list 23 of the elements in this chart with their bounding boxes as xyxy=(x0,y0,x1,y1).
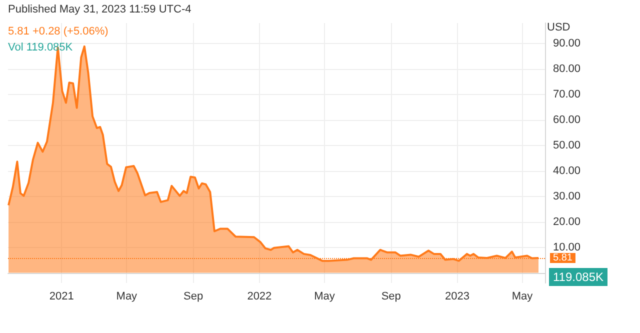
x-tick-label: May xyxy=(116,290,138,302)
y-tick-label: 70.00 xyxy=(553,88,581,100)
annotation: 5.81 +0.28 (+5.06%) xyxy=(8,26,108,38)
x-tick-label: 2023 xyxy=(444,290,470,302)
x-tick-label: 2021 xyxy=(49,290,74,302)
text: Published May 31, 2023 11:59 UTC-4 xyxy=(8,4,192,16)
y-tick-label: 10.00 xyxy=(553,241,581,254)
y-tick-label: 20.00 xyxy=(553,216,581,228)
x-tick-label: May xyxy=(314,290,336,302)
x-tick-label: May xyxy=(512,290,534,302)
x-tick-label: Sep xyxy=(381,290,401,302)
text: 119.085K xyxy=(553,270,604,284)
y-axis-title: USD xyxy=(547,22,570,34)
y-tick-label: 80.00 xyxy=(553,62,581,75)
y-tick-label: 50.00 xyxy=(553,139,581,152)
ref-line-label: 5.81 xyxy=(553,252,573,264)
annotation: Vol 119.085K xyxy=(8,42,74,54)
y-tick-label: 40.00 xyxy=(553,164,581,177)
y-tick-label: 60.00 xyxy=(553,114,581,126)
x-tick-label: 2022 xyxy=(247,290,272,302)
y-tick-label: 30.00 xyxy=(553,190,581,202)
x-tick-label: Sep xyxy=(184,290,204,302)
y-tick-label: 90.00 xyxy=(553,37,581,50)
